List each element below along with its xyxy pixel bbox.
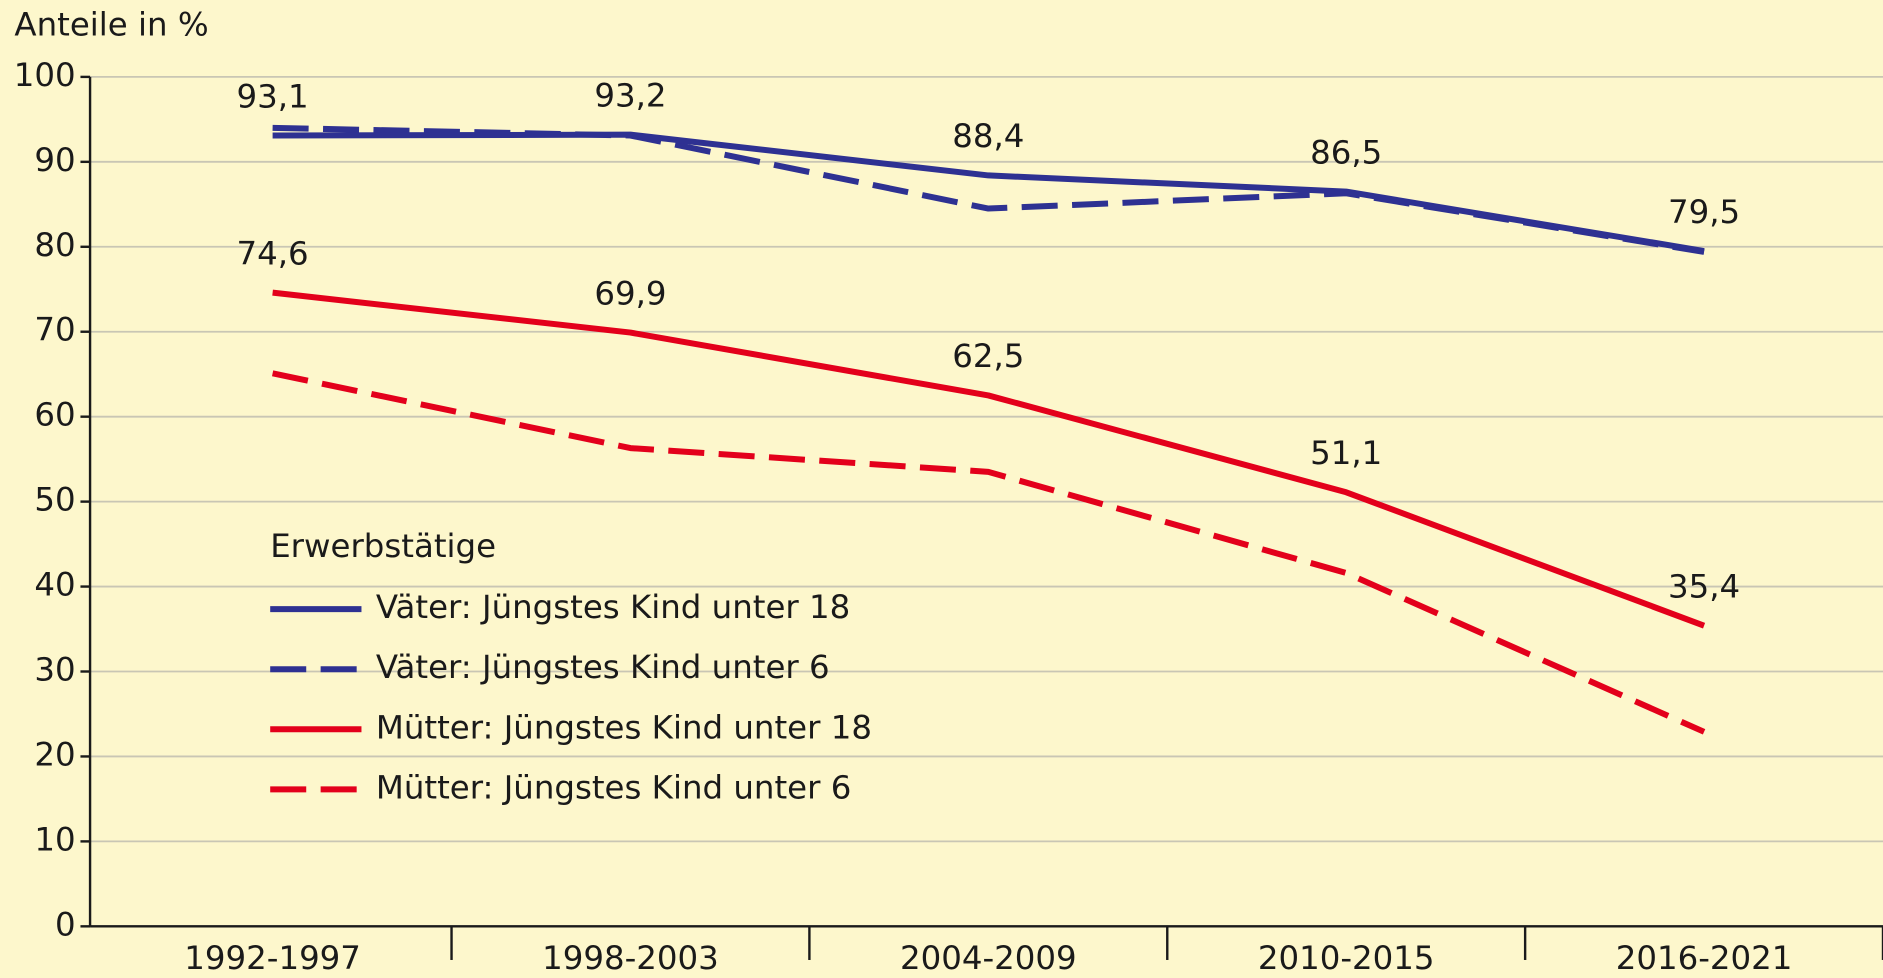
y-tick-label: 10 [34, 820, 75, 858]
x-tick-label: 2004-2009 [900, 939, 1077, 977]
labels: 93,1 93,2 88,4 86,5 79,5 74,6 69,9 62,5 51,1 35,4… [237, 76, 1741, 806]
data-label: 79,5 [1668, 193, 1740, 231]
y-axis-title: Anteile in % [14, 5, 208, 43]
x-tick-label: 1992-1997 [184, 939, 361, 977]
y-tick-label: 30 [34, 650, 75, 688]
data-label: 86,5 [1310, 133, 1382, 171]
legend-label: Mütter: Jüngstes Kind unter 18 [376, 708, 872, 746]
data-label: 93,1 [237, 77, 309, 115]
data-label: 51,1 [1310, 434, 1382, 472]
y-tick-label: 70 [34, 311, 75, 349]
y-tick-label: 80 [34, 226, 75, 264]
data-label: 88,4 [952, 117, 1024, 155]
series-line [272, 131, 1705, 254]
legend-label: Väter: Jüngstes Kind unter 6 [376, 648, 830, 686]
x-tick-label: 1998-2003 [542, 939, 719, 977]
y-tick-label: 40 [34, 566, 75, 604]
legend-title: Erwerbstätige [270, 527, 496, 565]
y-tick-label: 60 [34, 396, 75, 434]
data-label: 35,4 [1668, 567, 1740, 605]
y-tick-label: 90 [34, 141, 75, 179]
x-tick-label: 2016-2021 [1616, 939, 1793, 977]
y-tick-label: 100 [14, 56, 76, 94]
y-tick-label: 50 [34, 481, 75, 519]
x-tick-label: 2010-2015 [1258, 939, 1435, 977]
legend-label: Mütter: Jüngstes Kind unter 6 [376, 768, 851, 806]
legend-label: Väter: Jüngstes Kind unter 18 [376, 588, 850, 626]
data-label: 74,6 [237, 234, 309, 272]
series-line [271, 370, 1706, 735]
data-label: 93,2 [594, 76, 666, 114]
data-label: 69,9 [594, 274, 666, 312]
series-line [272, 289, 1706, 629]
data-label: 62,5 [952, 337, 1024, 375]
y-tick-label: 20 [34, 735, 75, 773]
lines [271, 124, 1706, 735]
y-tick-label: 0 [55, 905, 76, 943]
series-line [272, 124, 1705, 255]
grid: 0 10 20 30 40 50 60 70 80 90 100 1992-1997 1998-2003… [14, 56, 1883, 977]
